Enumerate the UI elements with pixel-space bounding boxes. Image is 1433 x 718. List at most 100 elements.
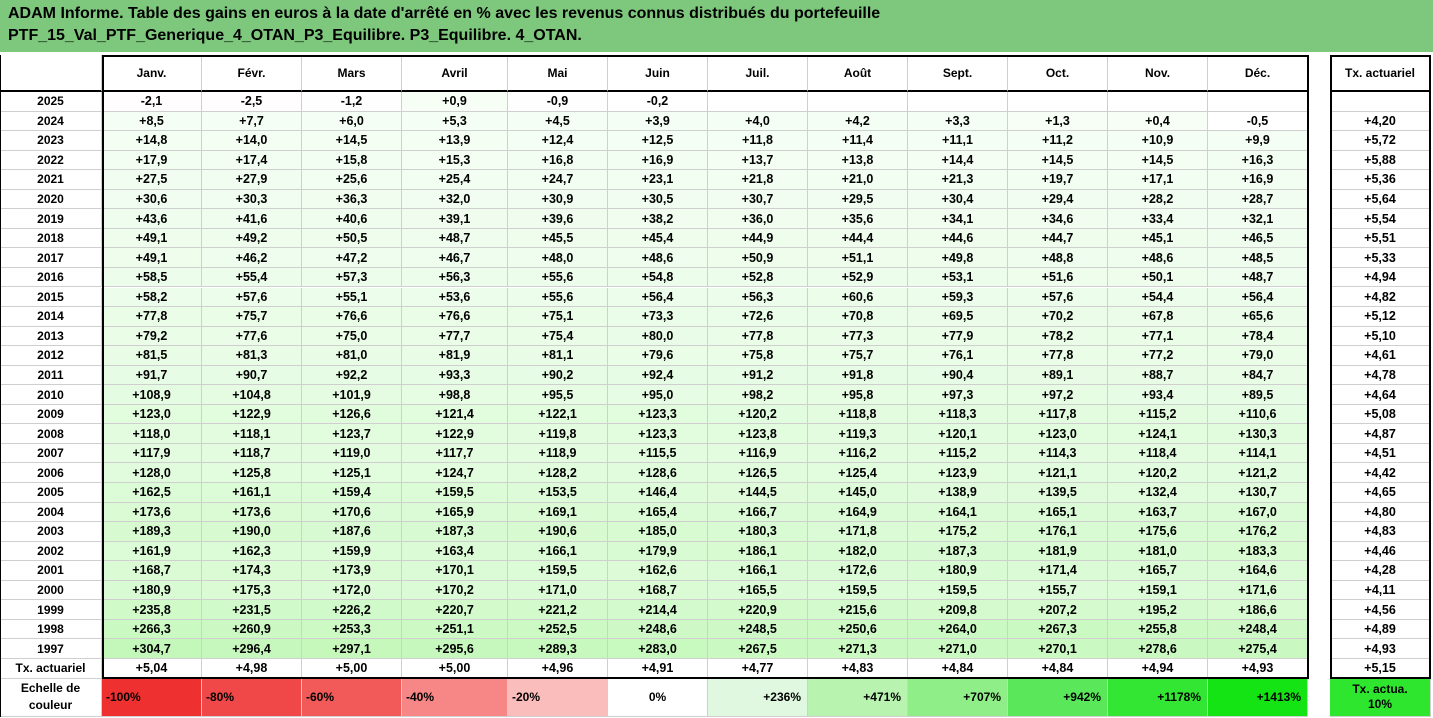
gain-cell: +27,5	[102, 170, 202, 190]
gain-cell: +123,0	[102, 404, 202, 425]
color-scale-swatch: -20%	[508, 678, 608, 717]
gain-cell: +114,1	[1208, 443, 1308, 464]
gain-cell: +91,8	[808, 365, 908, 386]
gain-cell: +117,9	[102, 443, 202, 464]
gain-cell: +116,2	[808, 443, 908, 464]
year-label: 2022	[0, 150, 102, 171]
overall-rate-cell: +5,15	[1330, 658, 1431, 679]
gain-cell: +92,2	[302, 365, 402, 386]
year-label: 2019	[0, 209, 102, 229]
gain-cell: +30,4	[908, 189, 1008, 210]
gain-cell: +14,4	[908, 150, 1008, 171]
gain-cell	[708, 92, 808, 112]
gain-cell: +248,4	[1208, 619, 1308, 640]
gain-cell: +11,1	[908, 131, 1008, 151]
gain-cell: +118,0	[102, 424, 202, 444]
gain-cell: +155,7	[1008, 580, 1108, 601]
gain-cell: +175,3	[202, 580, 302, 601]
gain-cell: +45,4	[608, 228, 708, 249]
gain-cell: +97,2	[1008, 385, 1108, 405]
month-header: Nov.	[1108, 55, 1208, 92]
gain-cell: +12,4	[508, 131, 608, 151]
gain-cell: +128,6	[608, 463, 708, 483]
gain-cell: +260,9	[202, 619, 302, 640]
gain-cell: +17,1	[1108, 170, 1208, 190]
gain-cell: +123,3	[608, 404, 708, 425]
gain-cell: +123,3	[608, 424, 708, 444]
gain-cell: +78,4	[1208, 326, 1308, 347]
gain-cell: +77,2	[1108, 346, 1208, 366]
gain-cell: +195,2	[1108, 600, 1208, 620]
gain-cell: +118,7	[202, 443, 302, 464]
year-label: 2003	[0, 522, 102, 542]
gain-cell: +39,1	[402, 209, 508, 229]
year-label: 2014	[0, 307, 102, 327]
month-header: Févr.	[202, 55, 302, 92]
gain-cell: +271,3	[808, 639, 908, 659]
gain-cell: +162,5	[102, 483, 202, 503]
gain-cell: +187,3	[402, 522, 508, 542]
gain-cell: +115,2	[908, 443, 1008, 464]
gain-cell: +182,0	[808, 541, 908, 562]
rate-cell: +4,83	[1330, 522, 1431, 542]
gain-cell: +25,4	[402, 170, 508, 190]
gain-cell: +6,0	[302, 111, 402, 132]
rate-cell: +4,65	[1330, 483, 1431, 503]
month-header: Août	[808, 55, 908, 92]
rate-row-cell: +4,96	[508, 658, 608, 679]
color-scale-swatch: -60%	[302, 678, 402, 717]
gain-cell: +77,3	[808, 326, 908, 347]
gain-cell: +90,4	[908, 365, 1008, 386]
gain-cell: +49,1	[102, 248, 202, 268]
gain-cell: +34,1	[908, 209, 1008, 229]
gain-cell: +161,1	[202, 483, 302, 503]
gain-cell: +168,7	[608, 580, 708, 601]
gain-cell: +130,3	[1208, 424, 1308, 444]
gain-cell: +80,0	[608, 326, 708, 347]
gain-cell: +40,6	[302, 209, 402, 229]
rate-cell: +4,89	[1330, 619, 1431, 640]
gain-cell: +77,8	[708, 326, 808, 347]
gain-cell: +267,3	[1008, 619, 1108, 640]
gain-cell: +76,6	[302, 307, 402, 327]
gain-cell: +235,8	[102, 600, 202, 620]
gain-cell: +190,6	[508, 522, 608, 542]
gain-cell: +81,1	[508, 346, 608, 366]
gain-cell: -2,5	[202, 92, 302, 112]
gain-cell: +56,3	[402, 267, 508, 288]
gain-cell: +159,5	[908, 580, 1008, 601]
gain-cell: +36,0	[708, 209, 808, 229]
gain-cell: +13,8	[808, 150, 908, 171]
gain-cell: +115,5	[608, 443, 708, 464]
gain-cell: +29,4	[1008, 189, 1108, 210]
gain-cell: +98,8	[402, 385, 508, 405]
gain-cell: +50,1	[1108, 267, 1208, 288]
gain-cell: +186,1	[708, 541, 808, 562]
gain-cell: +271,0	[908, 639, 1008, 659]
gain-cell: +14,8	[102, 131, 202, 151]
gain-cell: +77,7	[402, 326, 508, 347]
gain-cell: +17,9	[102, 150, 202, 171]
rate-row-label: Tx. actuariel	[0, 658, 102, 679]
gain-cell: +35,6	[808, 209, 908, 229]
rate-row-cell: +5,00	[402, 658, 508, 679]
rate-cell: +4,61	[1330, 346, 1431, 366]
gain-cell: +48,0	[508, 248, 608, 268]
year-label: 2025	[0, 92, 102, 112]
gain-cell: +278,6	[1108, 639, 1208, 659]
gain-cell: +297,1	[302, 639, 402, 659]
gain-cell: +65,6	[1208, 307, 1308, 327]
gain-cell: +36,3	[302, 189, 402, 210]
gain-cell: +159,1	[1108, 580, 1208, 601]
gain-cell: +171,4	[1008, 561, 1108, 581]
gain-cell: +116,9	[708, 443, 808, 464]
gain-cell: +220,7	[402, 600, 508, 620]
year-label: 2008	[0, 424, 102, 444]
gain-cell: +32,0	[402, 189, 508, 210]
gain-cell: +130,7	[1208, 483, 1308, 503]
gain-cell: +108,9	[102, 385, 202, 405]
gain-cell: +7,7	[202, 111, 302, 132]
gain-cell: +14,5	[1108, 150, 1208, 171]
gain-cell: +59,3	[908, 287, 1008, 308]
